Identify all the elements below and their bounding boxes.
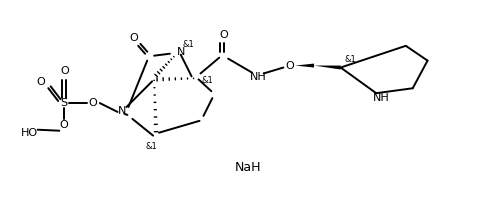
Text: O: O [59,120,68,130]
Text: NH: NH [250,72,266,82]
Text: N: N [176,47,185,57]
Text: &1: &1 [183,40,195,49]
Text: O: O [60,67,69,76]
Text: O: O [220,30,228,40]
Text: &1: &1 [202,76,213,85]
Text: O: O [129,33,138,43]
Polygon shape [295,64,314,68]
Text: NaH: NaH [235,161,261,174]
Text: HO: HO [21,128,38,138]
Text: O: O [36,77,45,87]
Text: &1: &1 [345,55,357,64]
Text: S: S [61,98,68,108]
Text: N: N [119,106,127,116]
Text: NH: NH [373,93,390,103]
Text: O: O [285,60,293,71]
Polygon shape [314,65,341,70]
Text: O: O [88,98,98,108]
Text: &1: &1 [145,142,157,151]
